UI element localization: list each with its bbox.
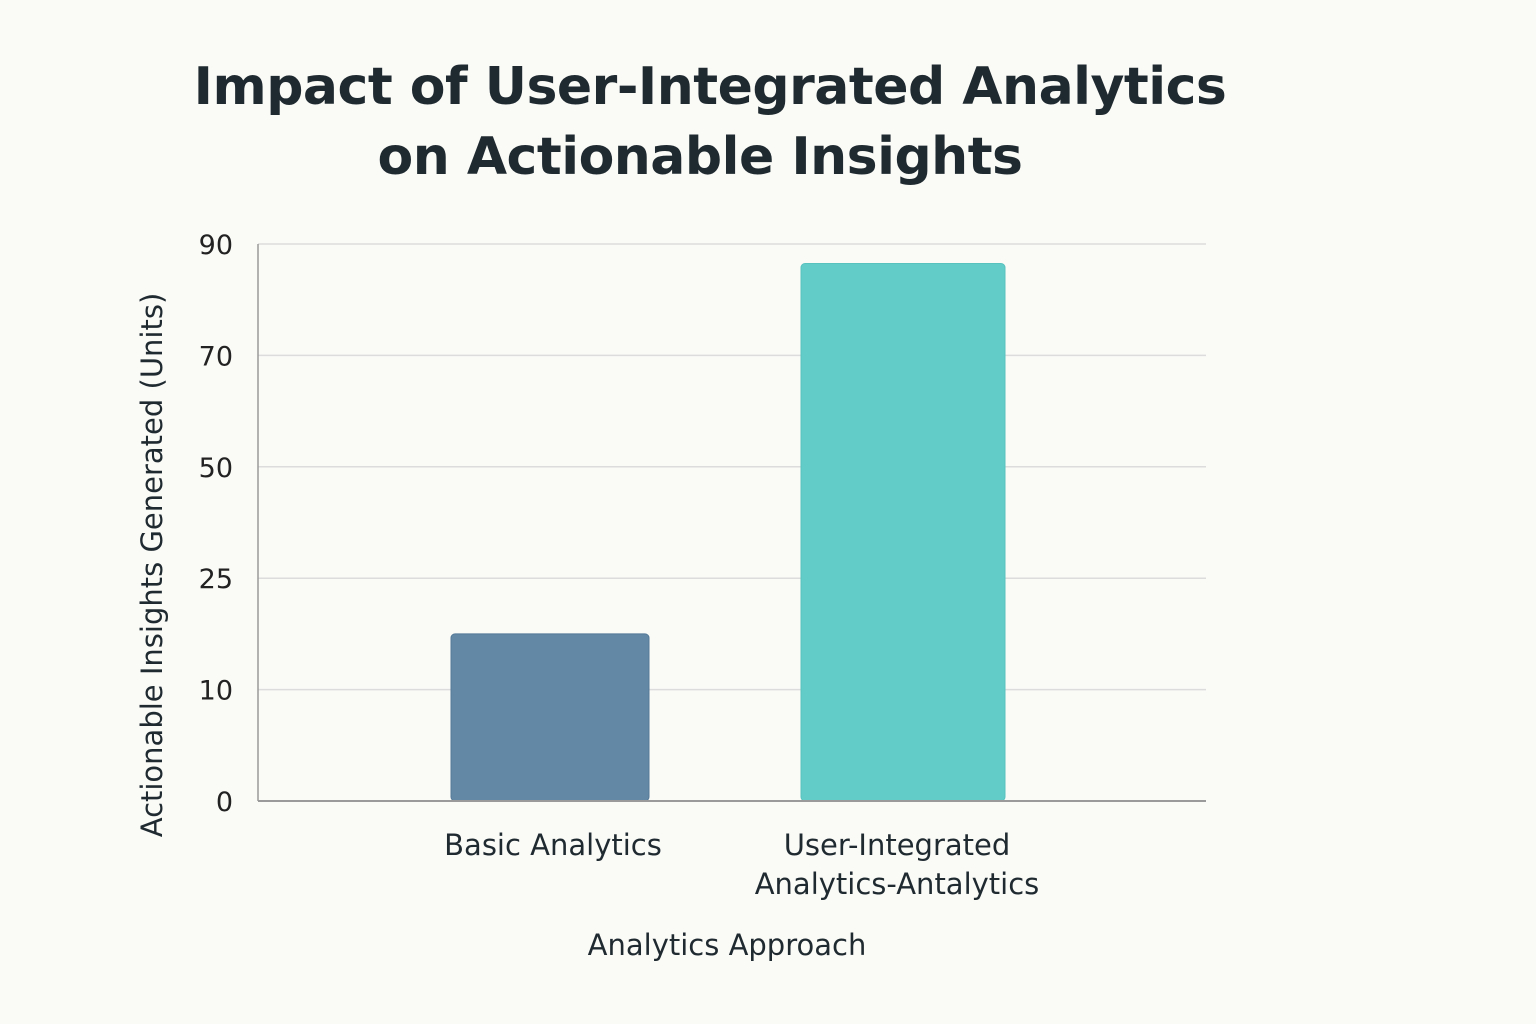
chart-title-line-1: Impact of User-Integrated Analytics xyxy=(193,57,1227,117)
y-tick-label: 25 xyxy=(199,564,233,595)
bar xyxy=(800,262,1006,802)
bars xyxy=(450,262,1006,802)
y-axis-title: Actionable Insights Generated (Units) xyxy=(135,293,169,838)
chart-title: Impact of User-Integrated Analytics on A… xyxy=(160,52,1260,192)
y-tick-label: 50 xyxy=(199,453,233,484)
labels: 0 10 25 50 70 90 Basic Analytics User-Integrate… xyxy=(135,230,1039,962)
x-axis-title: Analytics Approach xyxy=(588,928,867,962)
axes xyxy=(257,244,1206,802)
y-tick-label: 90 xyxy=(199,230,233,261)
y-tick-label: 10 xyxy=(199,676,233,707)
x-category-label: Basic Analytics xyxy=(444,828,662,862)
bar xyxy=(450,633,650,802)
y-tick-label: 70 xyxy=(199,341,233,372)
y-tick-label: 0 xyxy=(216,787,233,818)
gridlines xyxy=(258,243,1206,691)
x-category-label: User-Integrated Analytics-Antalytics xyxy=(755,828,1040,901)
chart-title-line-2: on Actionable Insights xyxy=(377,127,1023,187)
